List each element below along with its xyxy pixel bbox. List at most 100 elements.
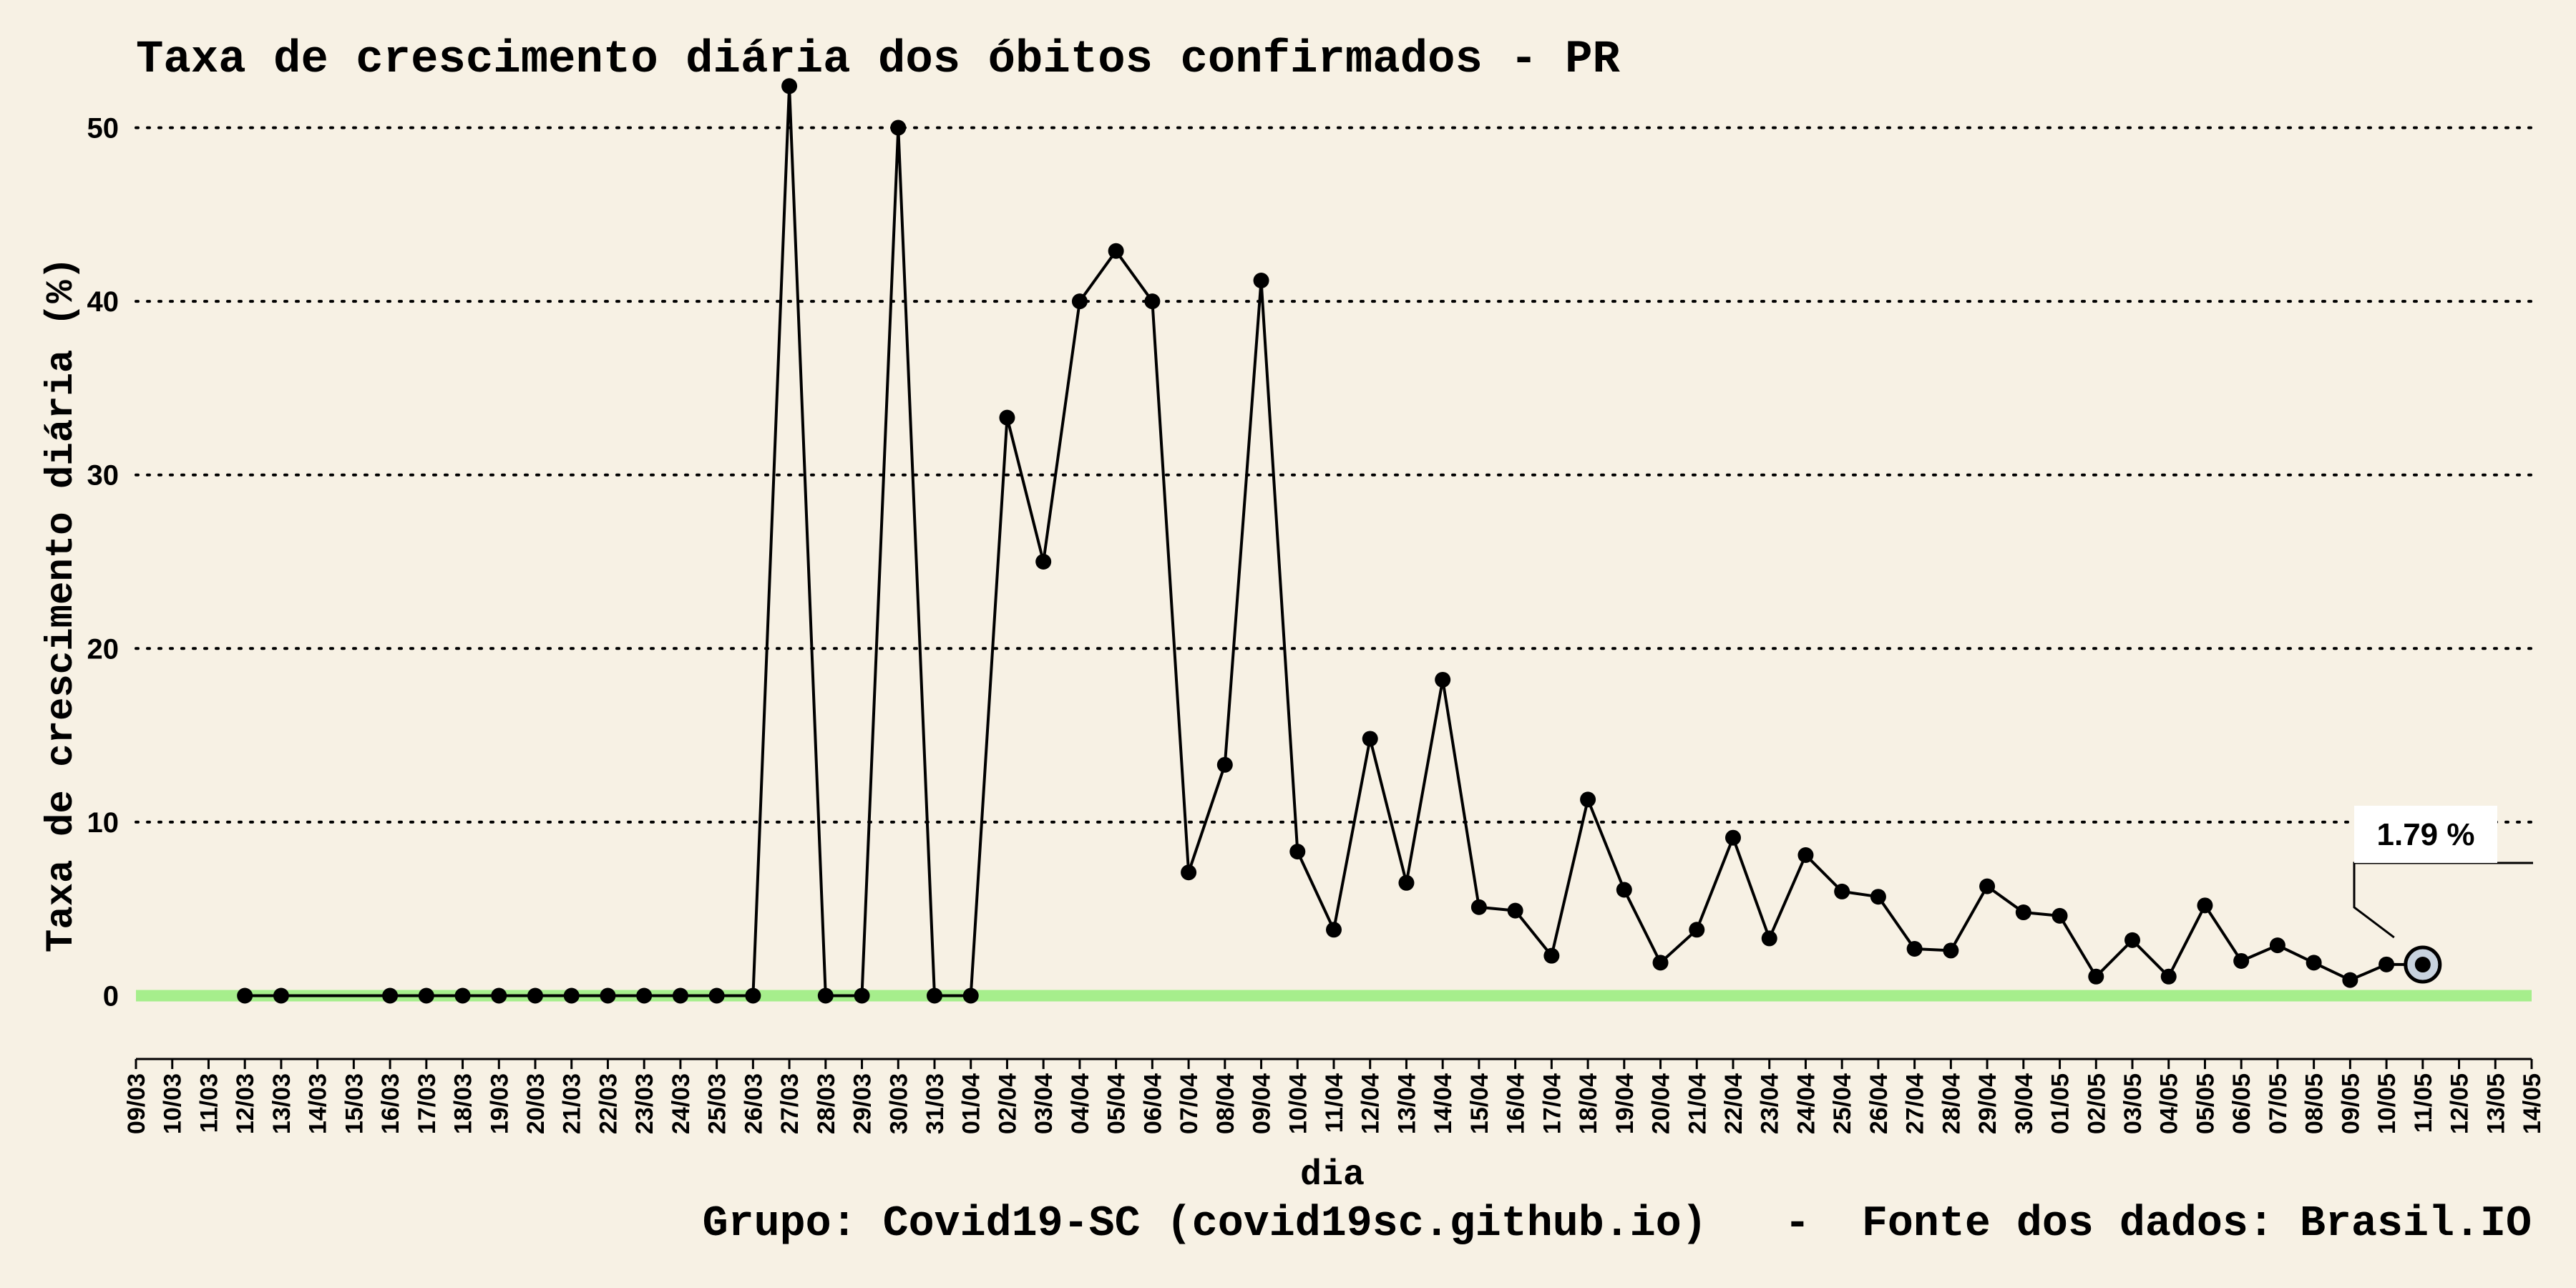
x-tick-label: 04/04 — [1067, 1073, 1094, 1134]
x-tick-label: 17/03 — [414, 1073, 441, 1134]
x-tick-label: 25/03 — [704, 1073, 731, 1134]
data-point — [2197, 897, 2213, 914]
x-tick-label: 15/03 — [341, 1073, 368, 1134]
x-tick-label: 09/04 — [1249, 1073, 1276, 1134]
data-point — [1181, 864, 1197, 881]
x-tick-label: 25/04 — [1829, 1073, 1856, 1134]
x-tick-label: 30/03 — [885, 1073, 912, 1134]
x-tick-label: 06/04 — [1139, 1073, 1166, 1134]
x-tick-label: 13/03 — [268, 1073, 296, 1134]
x-tick-label: 21/04 — [1684, 1073, 1711, 1134]
x-tick-label: 12/04 — [1357, 1073, 1385, 1134]
x-tick-label: 10/05 — [2373, 1073, 2401, 1134]
data-point — [1071, 293, 1088, 310]
data-point — [2051, 907, 2068, 924]
data-point — [1761, 930, 1777, 947]
x-tick-label: 02/04 — [994, 1073, 1021, 1134]
plot-area: 0 10 20 30 40 50 09/03 10/03 11/03 12/03 13/03 14/0… — [87, 78, 2546, 1134]
data-point — [491, 987, 507, 1004]
data-point — [1979, 878, 1996, 894]
x-tick-label: 19/03 — [486, 1073, 513, 1134]
data-point — [1834, 883, 1850, 899]
data-point — [600, 987, 616, 1004]
x-tick-label: 10/03 — [160, 1073, 187, 1134]
data-point — [854, 987, 870, 1004]
data-point — [2269, 937, 2285, 954]
data-point — [1470, 899, 1487, 915]
x-tick-label: 11/05 — [2410, 1073, 2437, 1133]
y-tick-label: 40 — [87, 286, 119, 318]
x-tick-label: 08/05 — [2301, 1073, 2328, 1134]
x-tick-label: 30/04 — [2011, 1073, 2038, 1134]
data-point — [636, 987, 653, 1004]
data-point — [2306, 955, 2322, 971]
annotation-box — [2354, 806, 2497, 863]
source-caption: Grupo: Covid19-SC (covid19sc.github.io) … — [703, 1200, 2532, 1249]
data-point — [2124, 932, 2140, 948]
data-point — [708, 987, 725, 1004]
y-tick-label: 20 — [87, 633, 119, 665]
data-point — [273, 987, 289, 1004]
x-tick-label: 12/03 — [232, 1073, 259, 1134]
data-point — [1906, 940, 1923, 957]
x-tick-label: 01/04 — [958, 1073, 985, 1134]
data-point — [1580, 791, 1596, 808]
data-point — [1289, 844, 1306, 860]
data-point — [1689, 922, 1705, 938]
x-tick-label: 27/04 — [1902, 1073, 1929, 1134]
data-point — [382, 987, 399, 1004]
y-tick-label: 0 — [103, 980, 119, 1012]
data-point — [1362, 731, 1378, 747]
data-point — [2088, 968, 2104, 985]
x-tick-label: 05/05 — [2192, 1073, 2219, 1134]
x-tick-label: 05/04 — [1103, 1073, 1131, 1134]
data-point — [890, 119, 907, 136]
x-tick-label: 29/04 — [1974, 1073, 2001, 1134]
x-tick-label: 24/03 — [668, 1073, 695, 1134]
x-axis-label: dia — [1300, 1155, 1365, 1196]
data-point — [237, 987, 253, 1004]
x-tick-label: 14/03 — [305, 1073, 332, 1134]
data-point — [1326, 922, 1342, 938]
x-tick-label: 01/05 — [2047, 1073, 2074, 1134]
data-point — [2015, 904, 2031, 921]
data-point — [1797, 847, 1814, 863]
data-point — [2342, 972, 2358, 988]
x-tick-label: 09/05 — [2337, 1073, 2364, 1134]
x-tick-label: 07/05 — [2265, 1073, 2292, 1134]
x-tick-label: 23/03 — [631, 1073, 658, 1134]
x-tick-label: 31/03 — [922, 1073, 949, 1134]
data-point — [454, 987, 471, 1004]
x-tick-label: 27/03 — [776, 1073, 804, 1134]
data-point — [2414, 957, 2431, 973]
data-point — [2379, 956, 2395, 972]
data-point — [1108, 243, 1124, 259]
data-point — [781, 78, 798, 94]
data-point — [1543, 947, 1560, 964]
x-tick-label: 12/05 — [2446, 1073, 2474, 1134]
x-tick-label: 18/03 — [450, 1073, 477, 1134]
data-point — [999, 409, 1015, 426]
y-axis-label: Taxa de crescimento diária (%) — [40, 257, 84, 952]
data-point — [1216, 756, 1233, 773]
x-tick-label: 28/03 — [813, 1073, 840, 1134]
data-point — [927, 987, 942, 1004]
y-tick-label: 50 — [87, 113, 119, 145]
x-tick-label: 21/03 — [559, 1073, 586, 1134]
annotation-label: 1.79 % — [2377, 817, 2475, 852]
x-tick-label: 13/04 — [1393, 1073, 1420, 1134]
x-tick-label: 19/04 — [1611, 1073, 1639, 1134]
data-point — [672, 987, 688, 1004]
x-tick-label: 14/05 — [2519, 1073, 2546, 1134]
x-tick-label: 03/04 — [1030, 1073, 1058, 1134]
data-point — [745, 987, 761, 1004]
x-tick-label: 07/04 — [1176, 1073, 1203, 1134]
x-tick-label: 14/04 — [1430, 1073, 1457, 1134]
x-tick-label: 23/04 — [1757, 1073, 1784, 1134]
data-point — [1616, 882, 1632, 898]
x-tick-label: 20/03 — [522, 1073, 550, 1134]
y-tick-label: 30 — [87, 460, 119, 492]
x-tick-label: 16/04 — [1503, 1073, 1530, 1134]
x-tick-label: 09/03 — [123, 1073, 150, 1134]
data-point — [1398, 874, 1415, 891]
